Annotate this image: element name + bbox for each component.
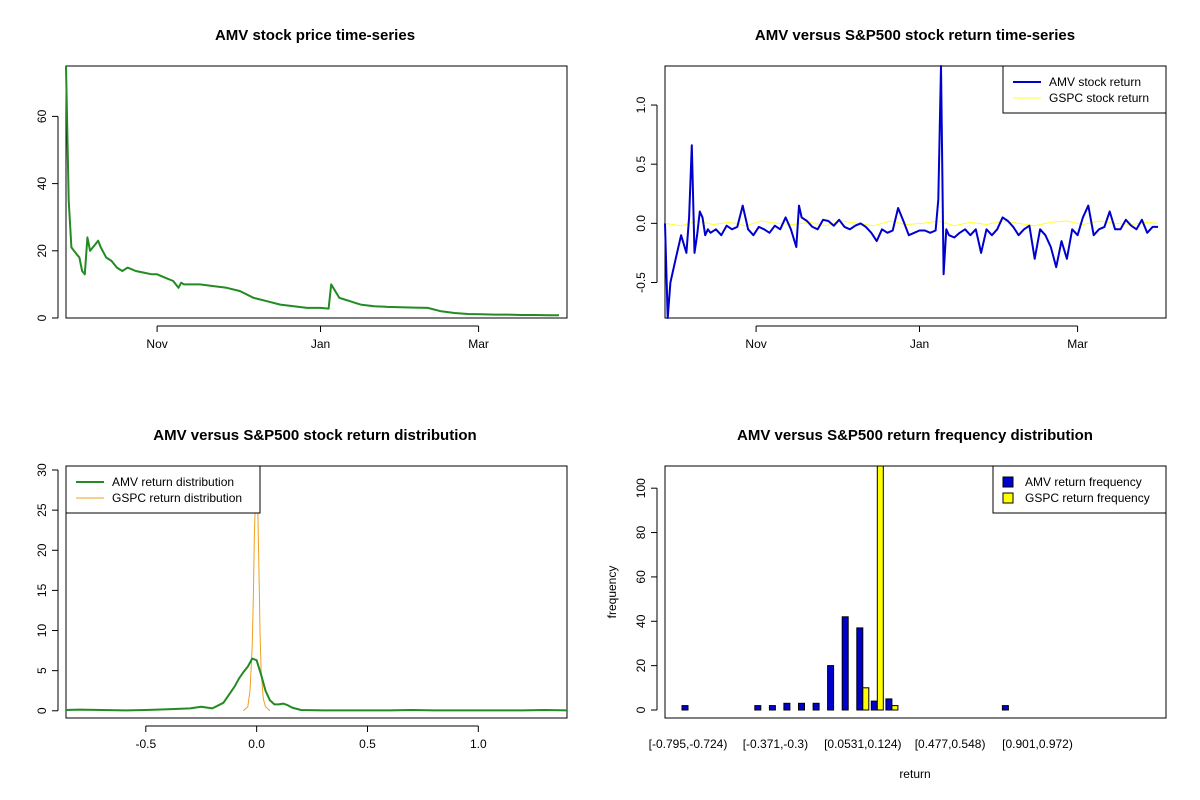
x-tick-label: Mar [1067, 337, 1088, 351]
bar-amv [768, 705, 776, 711]
bar-amv [812, 702, 820, 711]
y-tick-label: 40 [35, 177, 49, 191]
x-tick-label: Nov [146, 337, 167, 351]
y-tick-label: 100 [634, 478, 648, 498]
chart-title: AMV stock price time-series [215, 27, 415, 44]
legend-swatch [1002, 476, 1014, 488]
y-tick-label: 40 [634, 614, 648, 628]
x-tick-label: [0.901,0.972) [1002, 737, 1073, 751]
bar-amv [798, 702, 805, 711]
legend-label: GSPC stock return [1049, 91, 1149, 105]
x-tick-label: 0.0 [248, 737, 265, 751]
bar-amv [1001, 705, 1009, 711]
plot-panel-returns: AMV versus S&P500 stock return time-seri… [634, 27, 1167, 351]
y-tick-label: 25 [35, 503, 49, 517]
legend-label: GSPC return frequency [1025, 491, 1150, 505]
x-tick-label: 0.5 [359, 737, 376, 751]
bar-amv [841, 616, 849, 711]
bar-gspc [862, 687, 870, 711]
series-line-amv-return [664, 65, 1158, 319]
y-tick-label: 5 [35, 667, 49, 674]
plot-frame [664, 465, 1167, 719]
plot-frame [65, 65, 568, 319]
legend-label: GSPC return distribution [112, 491, 242, 505]
x-tick-label: [-0.371,-0.3) [743, 737, 808, 751]
y-tick-label: 80 [634, 526, 648, 540]
legend-box [1002, 65, 1167, 114]
y-tick-label: 60 [634, 570, 648, 584]
x-tick-label: Jan [311, 337, 330, 351]
x-tick-label: Mar [468, 337, 489, 351]
y-axis-label: frequency [605, 566, 619, 619]
y-tick-label: 20 [634, 659, 648, 673]
bar-gspc [891, 705, 899, 711]
bar-gspc [876, 465, 884, 711]
plot-frame [65, 465, 568, 719]
x-tick-label: Jan [910, 337, 929, 351]
y-tick-label: 15 [35, 583, 49, 597]
bar-amv [885, 698, 893, 711]
bar-amv [856, 627, 864, 711]
y-tick-label: 0.0 [634, 215, 648, 232]
y-tick-label: 0 [634, 706, 648, 713]
bar-amv [827, 665, 835, 711]
y-tick-label: 20 [35, 244, 49, 258]
x-tick-label: [0.477,0.548) [915, 737, 986, 751]
plot-panel-price: AMV stock price time-series 0 20 40 60 Nov Jan… [35, 27, 568, 351]
legend-label: AMV return distribution [112, 475, 234, 489]
chart-title: AMV versus S&P500 stock return time-seri… [755, 27, 1075, 44]
x-tick-label: -0.5 [135, 737, 156, 751]
legend-box [65, 465, 261, 514]
y-tick-label: 20 [35, 543, 49, 557]
plot-panel-density: AMV versus S&P500 stock return distribut… [35, 427, 568, 751]
bar-amv [870, 700, 878, 711]
y-tick-label: -0.5 [634, 272, 648, 293]
y-tick-label: 10 [35, 624, 49, 638]
plot-frame [664, 65, 1167, 319]
x-tick-label: [-0.795,-0.724) [649, 737, 728, 751]
legend-swatch [1002, 492, 1014, 504]
legend-label: AMV stock return [1049, 75, 1141, 89]
y-tick-label: 0.5 [634, 156, 648, 173]
legend-label: AMV return frequency [1025, 475, 1142, 489]
x-axis-label: return [899, 767, 930, 781]
x-tick-label: 1.0 [470, 737, 487, 751]
bar-amv [783, 702, 791, 711]
bar-amv [681, 705, 689, 711]
bar-amv [754, 705, 762, 711]
series-line-gspc-density [242, 489, 271, 712]
plot-panel-frequency: AMV versus S&P500 return frequency distr… [605, 427, 1167, 781]
chart-title: AMV versus S&P500 return frequency distr… [737, 427, 1093, 444]
series-line-amv-price [65, 65, 559, 317]
chart-title: AMV versus S&P500 stock return distribut… [153, 427, 476, 444]
y-tick-label: 1.0 [634, 96, 648, 113]
legend-box [992, 465, 1167, 514]
x-tick-label: Nov [745, 337, 766, 351]
x-tick-label: [0.0531,0.124) [824, 737, 901, 751]
y-tick-label: 60 [35, 109, 49, 123]
series-line-amv-density [65, 657, 568, 712]
y-tick-label: 0 [35, 314, 49, 321]
y-tick-label: 0 [35, 707, 49, 714]
y-tick-label: 30 [35, 463, 49, 477]
